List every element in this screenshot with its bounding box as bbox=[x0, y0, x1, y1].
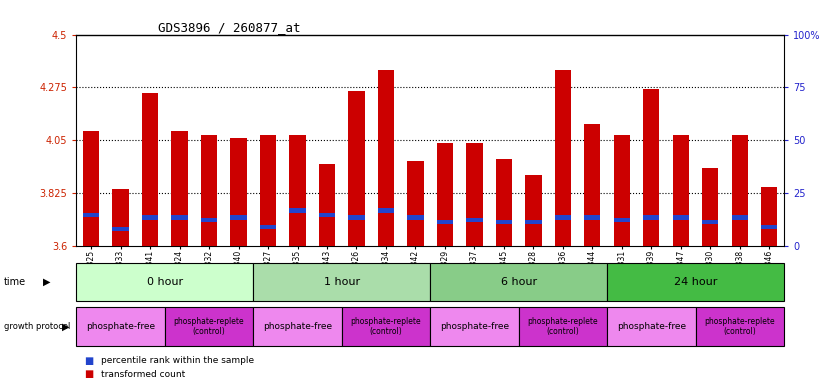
Text: phosphate-free: phosphate-free bbox=[86, 322, 155, 331]
Bar bbox=[466, 218, 483, 222]
Bar bbox=[260, 225, 276, 229]
Bar bbox=[643, 215, 659, 220]
Text: GDS3896 / 260877_at: GDS3896 / 260877_at bbox=[158, 21, 301, 34]
Bar bbox=[142, 215, 158, 220]
Text: phosphate-free: phosphate-free bbox=[263, 322, 332, 331]
Bar bbox=[585, 124, 600, 246]
Bar bbox=[525, 220, 542, 224]
Bar bbox=[348, 91, 365, 246]
Bar bbox=[702, 168, 718, 246]
Text: phosphate-replete
(control): phosphate-replete (control) bbox=[174, 317, 245, 336]
Bar bbox=[112, 227, 129, 232]
Bar bbox=[319, 164, 335, 246]
Text: percentile rank within the sample: percentile rank within the sample bbox=[101, 356, 255, 366]
Bar bbox=[643, 89, 659, 246]
Text: phosphate-replete
(control): phosphate-replete (control) bbox=[704, 317, 775, 336]
Bar bbox=[231, 138, 246, 246]
Bar bbox=[585, 215, 600, 220]
Bar bbox=[672, 136, 689, 246]
Bar bbox=[260, 136, 276, 246]
Bar bbox=[555, 70, 571, 246]
Bar bbox=[319, 213, 335, 217]
Text: ▶: ▶ bbox=[62, 321, 69, 331]
Bar bbox=[289, 209, 305, 213]
Text: 1 hour: 1 hour bbox=[323, 277, 360, 287]
Text: 6 hour: 6 hour bbox=[501, 277, 537, 287]
Bar bbox=[732, 136, 748, 246]
Bar bbox=[761, 225, 777, 229]
Bar bbox=[407, 161, 424, 246]
Bar bbox=[407, 215, 424, 220]
Bar bbox=[142, 93, 158, 246]
Bar bbox=[289, 136, 305, 246]
Bar bbox=[437, 142, 453, 246]
Bar bbox=[231, 215, 246, 220]
Bar bbox=[201, 136, 218, 246]
Bar bbox=[555, 215, 571, 220]
Bar bbox=[83, 131, 99, 246]
Bar bbox=[496, 220, 512, 224]
Bar bbox=[437, 220, 453, 224]
Text: phosphate-free: phosphate-free bbox=[617, 322, 686, 331]
Text: phosphate-free: phosphate-free bbox=[440, 322, 509, 331]
Bar bbox=[378, 209, 394, 213]
Text: ▶: ▶ bbox=[43, 277, 50, 287]
Text: time: time bbox=[4, 277, 26, 287]
Bar bbox=[172, 131, 188, 246]
Bar bbox=[614, 136, 630, 246]
Text: 0 hour: 0 hour bbox=[147, 277, 183, 287]
Bar bbox=[172, 215, 188, 220]
Bar bbox=[702, 220, 718, 224]
Bar bbox=[496, 159, 512, 246]
Bar bbox=[672, 215, 689, 220]
Bar bbox=[378, 70, 394, 246]
Bar bbox=[83, 213, 99, 217]
Bar bbox=[732, 215, 748, 220]
Bar bbox=[201, 218, 218, 222]
Text: 24 hour: 24 hour bbox=[674, 277, 718, 287]
Bar bbox=[348, 215, 365, 220]
Text: phosphate-replete
(control): phosphate-replete (control) bbox=[528, 317, 599, 336]
Bar bbox=[525, 175, 542, 246]
Text: growth protocol: growth protocol bbox=[4, 322, 71, 331]
Bar bbox=[112, 189, 129, 246]
Text: phosphate-replete
(control): phosphate-replete (control) bbox=[351, 317, 421, 336]
Bar bbox=[614, 218, 630, 222]
Text: transformed count: transformed count bbox=[101, 370, 186, 379]
Text: ■: ■ bbox=[85, 369, 94, 379]
Text: ■: ■ bbox=[85, 356, 94, 366]
Bar bbox=[761, 187, 777, 246]
Bar bbox=[466, 142, 483, 246]
